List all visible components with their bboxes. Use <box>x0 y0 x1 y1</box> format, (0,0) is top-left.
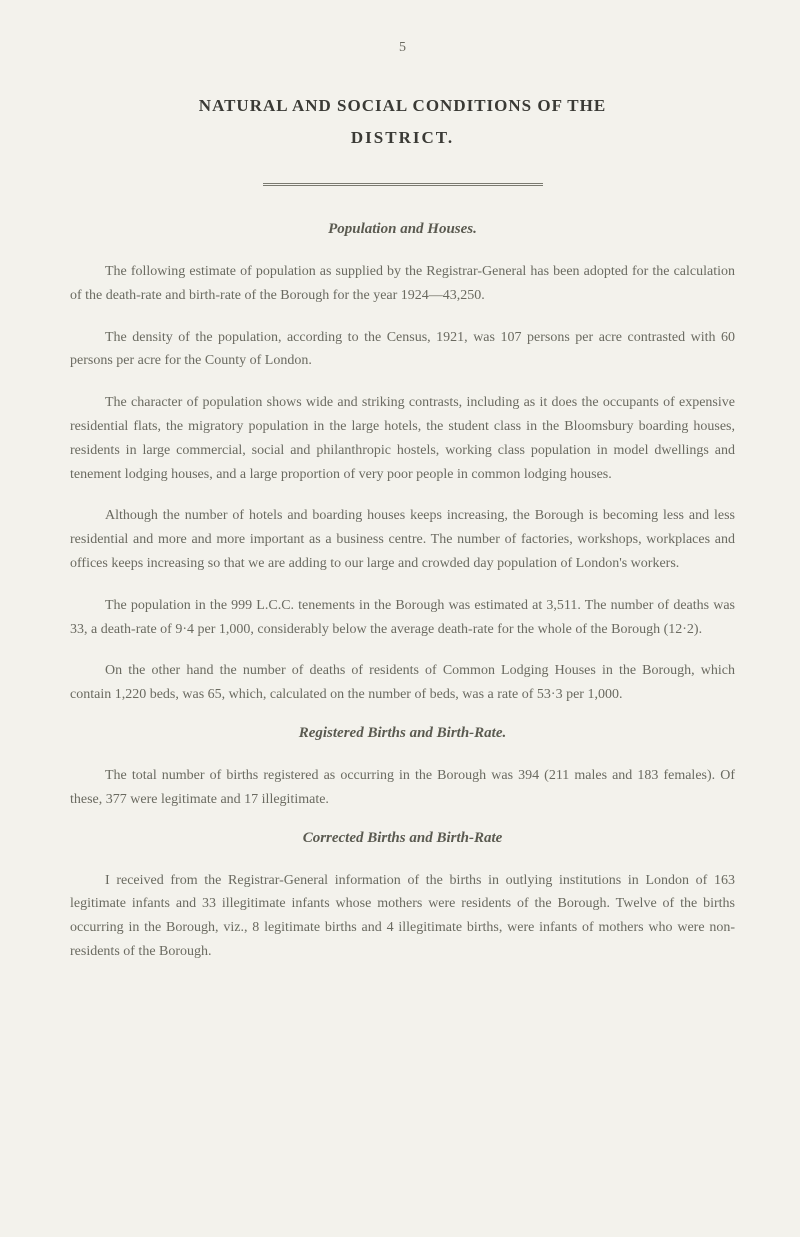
paragraph: I received from the Registrar-General in… <box>70 869 735 964</box>
paragraph: Although the number of hotels and boardi… <box>70 504 735 575</box>
paragraph: The total number of births registered as… <box>70 764 735 812</box>
section-heading-population: Population and Houses. <box>70 221 735 238</box>
paragraph: On the other hand the number of deaths o… <box>70 659 735 707</box>
subtitle: DISTRICT. <box>70 128 735 148</box>
paragraph: The population in the 999 L.C.C. tenemen… <box>70 594 735 642</box>
page-number: 5 <box>70 40 735 56</box>
paragraph: The character of population shows wide a… <box>70 391 735 486</box>
section-heading-corrected: Corrected Births and Birth-Rate <box>70 830 735 847</box>
section-heading-births: Registered Births and Birth-Rate. <box>70 725 735 742</box>
title-divider <box>263 183 543 186</box>
paragraph: The density of the population, according… <box>70 326 735 374</box>
paragraph: The following estimate of population as … <box>70 260 735 308</box>
main-title: NATURAL AND SOCIAL CONDITIONS OF THE <box>70 96 735 116</box>
